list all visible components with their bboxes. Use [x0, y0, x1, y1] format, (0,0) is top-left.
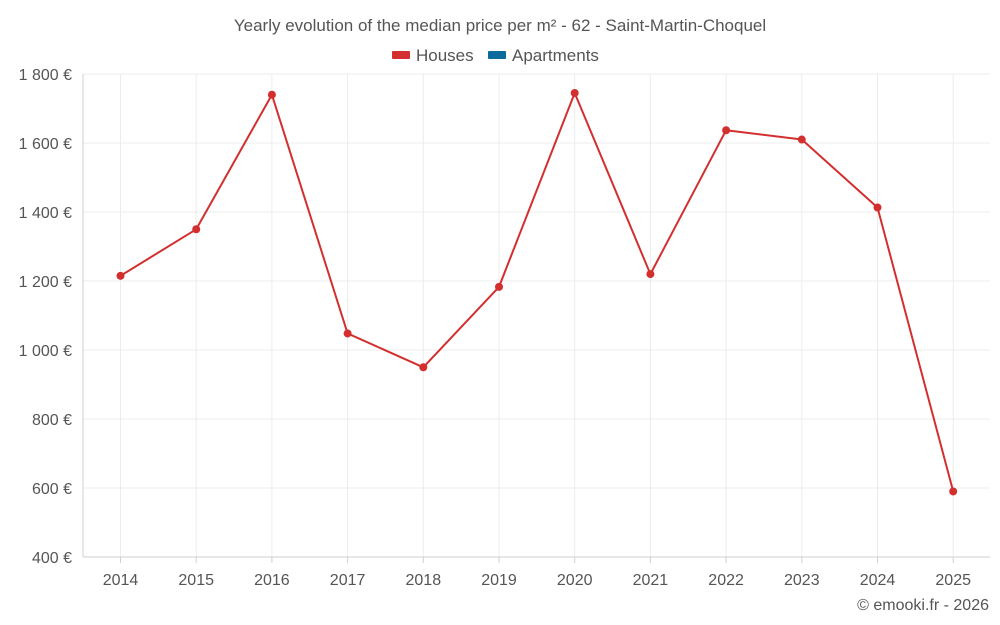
y-tick-label: 1 800 € [19, 67, 72, 84]
x-tick-label: 2016 [254, 572, 290, 589]
x-tick-label: 2023 [784, 572, 820, 589]
data-point-houses[interactable] [797, 135, 806, 144]
legend-swatch-apartments [488, 51, 506, 59]
x-tick-label: 2021 [633, 572, 669, 589]
data-point-houses[interactable] [267, 90, 276, 99]
x-tick-label: 2024 [860, 572, 896, 589]
data-point-houses[interactable] [343, 329, 352, 338]
legend-item-houses[interactable]: Houses [392, 46, 474, 65]
chart-title: Yearly evolution of the median price per… [234, 16, 766, 35]
legend: Houses Apartments [392, 46, 599, 65]
y-tick-label: 800 € [32, 412, 72, 429]
credit-text: © emooki.fr - 2026 [857, 597, 989, 614]
legend-label-houses: Houses [416, 46, 474, 65]
x-tick-label: 2014 [103, 572, 139, 589]
data-point-houses[interactable] [873, 203, 882, 212]
x-tick-label: 2019 [481, 572, 517, 589]
x-tick-label: 2025 [935, 572, 971, 589]
data-point-houses[interactable] [722, 126, 731, 135]
y-tick-label: 1 400 € [19, 205, 72, 222]
data-point-houses[interactable] [192, 225, 201, 234]
legend-label-apartments: Apartments [512, 46, 599, 65]
data-point-houses[interactable] [646, 270, 655, 279]
y-tick-label: 400 € [32, 550, 72, 567]
x-tick-label: 2017 [330, 572, 366, 589]
series-line-houses [119, 92, 955, 492]
axes: 400 € 600 € 800 € 1 000 € 1 200 € 1 400 € 1 60… [19, 67, 990, 589]
y-tick-label: 1 600 € [19, 136, 72, 153]
x-tick-label: 2022 [708, 572, 744, 589]
data-point-houses[interactable] [949, 487, 958, 496]
data-point-houses[interactable] [419, 363, 428, 372]
data-point-houses[interactable] [116, 271, 125, 280]
x-tick-label: 2020 [557, 572, 593, 589]
y-tick-label: 1 000 € [19, 343, 72, 360]
series-houses [116, 88, 958, 496]
x-tick-label: 2018 [406, 572, 442, 589]
gridlines [83, 73, 990, 557]
y-tick-label: 1 200 € [19, 274, 72, 291]
x-tick-label: 2015 [178, 572, 214, 589]
legend-swatch-houses [392, 51, 410, 59]
y-tick-label: 600 € [32, 481, 72, 498]
data-point-houses[interactable] [495, 282, 503, 291]
legend-item-apartments[interactable]: Apartments [488, 46, 599, 65]
data-point-houses[interactable] [570, 88, 579, 97]
